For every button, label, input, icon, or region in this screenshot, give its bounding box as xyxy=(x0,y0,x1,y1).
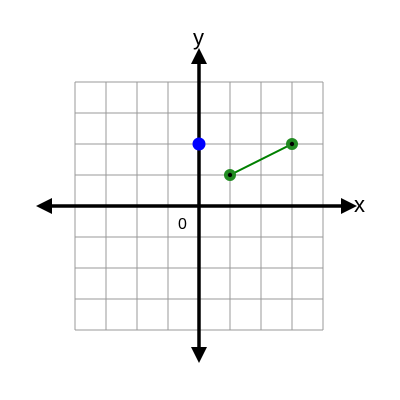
line-segment xyxy=(229,143,293,176)
origin-label: 0 xyxy=(178,216,187,233)
y-axis-arrow-up xyxy=(191,48,207,64)
axes: x y 0 xyxy=(36,25,365,363)
segment-end-point-center xyxy=(289,141,295,147)
y-axis-label: y xyxy=(193,25,204,50)
y-axis-arrow-down xyxy=(191,347,207,363)
plotted-data xyxy=(192,137,298,181)
x-axis-label: x xyxy=(354,192,365,217)
segment-start-point-center xyxy=(227,172,233,178)
plotted-point xyxy=(192,137,206,151)
x-axis-arrow-right xyxy=(341,198,357,214)
x-axis-arrow-left xyxy=(36,198,52,214)
